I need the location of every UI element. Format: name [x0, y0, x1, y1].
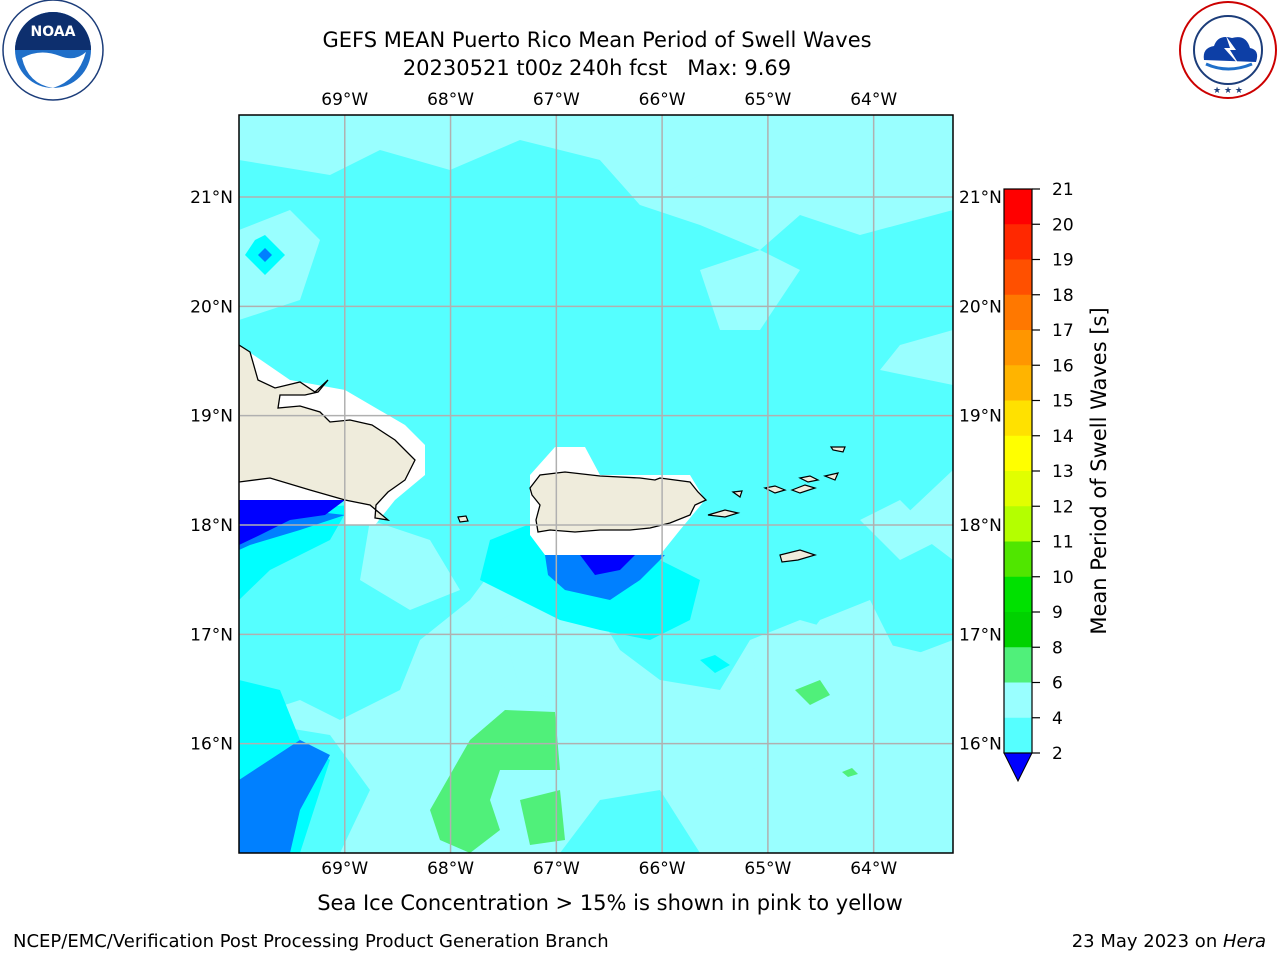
colorbar-segment	[1004, 224, 1032, 260]
colorbar-tick-label: 10	[1052, 568, 1074, 588]
lon-label: 65°W	[744, 859, 791, 879]
colorbar-segment	[1004, 330, 1032, 366]
gridlines	[239, 115, 953, 853]
contour-band-under-2	[239, 500, 635, 575]
colorbar-tick-label: 6	[1052, 674, 1063, 694]
colorbar-tick-label: 12	[1052, 497, 1074, 517]
lat-label: 17°N	[959, 625, 1002, 645]
contour-band-9-10	[430, 680, 858, 853]
lat-label: 19°N	[959, 407, 1002, 427]
svg-text:NOAA: NOAA	[31, 24, 76, 40]
colorbar-segment	[1004, 400, 1032, 437]
lon-labels-bottom: 69°W 68°W 67°W 66°W 65°W 64°W	[321, 859, 897, 879]
footer-date: 23 May 2023 on Hera	[1072, 931, 1266, 952]
lon-label: 69°W	[321, 90, 368, 110]
colorbar-segment	[1004, 541, 1032, 578]
colorbar-segment	[1004, 682, 1032, 719]
colorbar-tick-label: 9	[1052, 603, 1063, 623]
noaa-logo: NOAA	[2, 0, 104, 101]
footer-date-text: 23 May 2023 on	[1071, 931, 1223, 952]
colorbar-tick-label: 20	[1052, 215, 1074, 235]
colorbar-tick-label: 11	[1052, 533, 1074, 553]
lon-label: 67°W	[533, 90, 580, 110]
lon-labels-top: 69°W 68°W 67°W 66°W 65°W 64°W	[321, 90, 897, 110]
colorbar-segment	[1004, 189, 1032, 225]
contour-band-2-4	[239, 248, 665, 853]
lon-label: 64°W	[850, 859, 897, 879]
colorbar-tick-label: 2	[1052, 744, 1063, 764]
lat-label: 19°N	[190, 407, 233, 427]
virgin-islands	[707, 446, 846, 563]
colorbar-tick-label: 18	[1052, 286, 1074, 306]
map-frame	[238, 114, 954, 854]
lat-label: 16°N	[959, 735, 1002, 755]
lat-label: 17°N	[190, 625, 233, 645]
lat-label: 21°N	[190, 188, 233, 208]
lat-labels-left: 21°N 20°N 19°N 18°N 17°N 16°N	[190, 188, 233, 755]
colorbar-tick-label: 4	[1052, 709, 1063, 729]
colorbar-segment	[1004, 612, 1032, 648]
lon-label: 69°W	[321, 859, 368, 879]
sea-ice-note: Sea Ice Concentration > 15% is shown in …	[317, 891, 903, 915]
lat-label: 20°N	[190, 297, 233, 317]
colorbar-tick-label: 17	[1052, 321, 1074, 341]
colorbar-tick-label: 19	[1052, 251, 1074, 271]
footer-host: Hera	[1222, 931, 1266, 952]
chart-subtitle: 20230521 t00z 240h fcst Max: 9.69	[402, 56, 792, 80]
colorbar-tick-label: 13	[1052, 462, 1074, 482]
nws-logo: ★ ★ ★	[1179, 1, 1277, 99]
lon-label: 65°W	[744, 90, 791, 110]
colorbar-segment	[1004, 471, 1032, 507]
colorbar-segment	[1004, 506, 1032, 542]
lon-label: 68°W	[427, 90, 474, 110]
lat-label: 16°N	[190, 735, 233, 755]
colorbar-tick-label: 16	[1052, 356, 1074, 376]
lon-label: 68°W	[427, 859, 474, 879]
colorbar-label: Mean Period of Swell Waves [s]	[1087, 307, 1111, 634]
colorbar-segment	[1004, 717, 1032, 754]
colorbar-segment	[1004, 576, 1032, 613]
colorbar-tick-label: 21	[1052, 180, 1074, 200]
lon-label: 66°W	[639, 859, 686, 879]
lat-labels-right: 21°N 20°N 19°N 18°N 17°N 16°N	[959, 188, 1002, 755]
lat-label: 18°N	[959, 516, 1002, 536]
colorbar-segment	[1004, 294, 1032, 331]
lat-label: 21°N	[959, 188, 1002, 208]
colorbar-tick-label: 15	[1052, 392, 1074, 412]
colorbar-segment	[1004, 259, 1032, 296]
chart-title: GEFS MEAN Puerto Rico Mean Period of Swe…	[322, 28, 872, 52]
lon-label: 67°W	[533, 859, 580, 879]
lon-label: 66°W	[639, 90, 686, 110]
colorbar-segment	[1004, 365, 1032, 401]
lon-label: 64°W	[850, 90, 897, 110]
hispaniola-land	[239, 344, 416, 521]
colorbar-segment	[1004, 647, 1032, 683]
colorbar-segment	[1004, 435, 1032, 472]
footer-credit: NCEP/EMC/Verification Post Processing Pr…	[13, 931, 609, 952]
colorbar-tick-label: 14	[1052, 427, 1074, 447]
lat-label: 18°N	[190, 516, 233, 536]
svg-text:★ ★ ★: ★ ★ ★	[1213, 86, 1243, 96]
lat-label: 20°N	[959, 297, 1002, 317]
colorbar-tick-label: 8	[1052, 638, 1063, 658]
